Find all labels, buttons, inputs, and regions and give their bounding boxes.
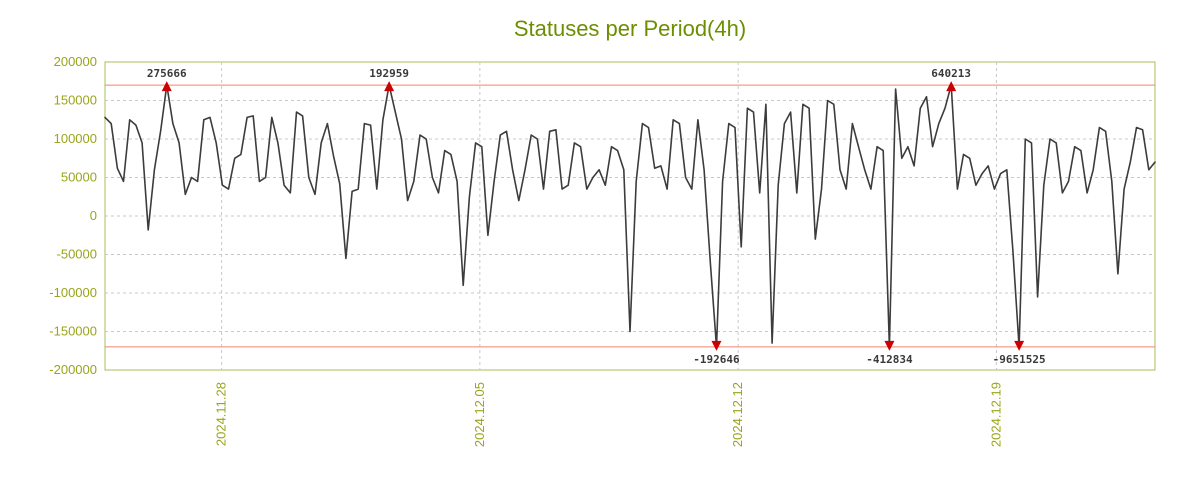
- y-axis-tick-label: 50000: [61, 170, 97, 185]
- extreme-value-label: 640213: [931, 67, 971, 80]
- x-axis-tick-label: 2024.11.28: [214, 382, 229, 446]
- extreme-marker-up-icon: [384, 81, 395, 92]
- y-axis-tick-label: -100000: [49, 285, 97, 300]
- y-axis-tick-label: -200000: [49, 362, 97, 377]
- extreme-value-label: -9651525: [993, 353, 1046, 366]
- y-axis-tick-label: -150000: [49, 324, 97, 339]
- chart-title: Statuses per Period(4h): [513, 16, 747, 41]
- x-axis-tick-label: 2024.12.19: [988, 382, 1003, 447]
- extreme-marker-down-icon: [711, 340, 722, 351]
- y-axis-tick-label: -50000: [57, 247, 97, 262]
- extreme-marker-up-icon: [161, 81, 172, 92]
- extreme-value-label: -412834: [866, 353, 913, 366]
- y-axis-tick-label: 150000: [54, 93, 97, 108]
- extreme-value-label: -192646: [693, 353, 740, 366]
- extreme-marker-up-icon: [946, 81, 957, 92]
- y-axis-tick-label: 100000: [54, 131, 97, 146]
- extreme-value-label: 192959: [369, 67, 409, 80]
- series-line: [104, 84, 1156, 348]
- extreme-marker-down-icon: [884, 340, 895, 351]
- y-axis-tick-label: 0: [90, 208, 97, 223]
- y-axis-tick-label: 200000: [54, 54, 97, 69]
- extreme-value-label: 275666: [147, 67, 187, 80]
- x-axis-tick-label: 2024.12.05: [472, 382, 487, 447]
- x-axis-tick-label: 2024.12.12: [730, 382, 745, 447]
- extreme-marker-down-icon: [1014, 340, 1025, 351]
